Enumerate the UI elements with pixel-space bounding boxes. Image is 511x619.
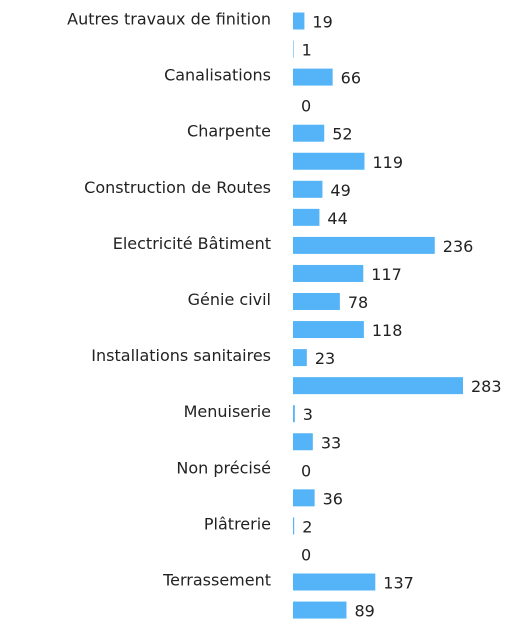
- value-label: 52: [332, 125, 352, 144]
- value-label: 23: [315, 349, 335, 368]
- value-label: 33: [321, 433, 341, 452]
- bar: [293, 377, 463, 395]
- bar: [293, 405, 295, 423]
- value-label: 0: [301, 97, 311, 116]
- value-label: 236: [443, 237, 474, 256]
- value-label: 3: [303, 405, 313, 424]
- value-label: 66: [341, 69, 361, 88]
- bar: [293, 208, 320, 226]
- category-label: Menuiserie: [184, 402, 271, 421]
- bar: [293, 236, 435, 254]
- category-label: Electricité Bâtiment: [113, 234, 271, 253]
- value-label: 0: [301, 461, 311, 480]
- value-label: 36: [323, 489, 343, 508]
- bar: [293, 40, 294, 58]
- category-label: Terrassement: [162, 571, 271, 590]
- bar: [293, 124, 325, 142]
- bar: [293, 349, 307, 367]
- value-label: 19: [312, 13, 332, 32]
- bar: [293, 321, 364, 339]
- bar: [293, 68, 333, 86]
- category-label: Non précisé: [176, 458, 271, 477]
- bar: [293, 517, 295, 535]
- category-label: Charpente: [187, 122, 271, 141]
- value-label: 283: [471, 377, 502, 396]
- category-label: Installations sanitaires: [91, 346, 271, 365]
- value-label: 89: [354, 602, 374, 619]
- value-label: 1: [302, 41, 312, 60]
- bar: [293, 12, 305, 30]
- bar: [293, 573, 376, 591]
- value-label: 49: [330, 181, 350, 200]
- value-label: 2: [302, 517, 312, 536]
- value-label: 117: [371, 265, 402, 284]
- bar: [293, 489, 315, 507]
- category-label: Autres travaux de finition: [67, 10, 271, 29]
- value-label: 0: [301, 545, 311, 564]
- value-label: 119: [372, 153, 403, 172]
- category-label: Plâtrerie: [204, 514, 271, 533]
- category-label: Construction de Routes: [84, 178, 271, 197]
- bar: [293, 293, 340, 310]
- bar: [293, 433, 313, 451]
- bar: [293, 601, 347, 619]
- value-label: 137: [383, 574, 414, 593]
- category-label: Génie civil: [188, 290, 271, 309]
- category-label: Canalisations: [164, 66, 271, 85]
- value-label: 118: [372, 321, 403, 340]
- value-label: 44: [327, 209, 347, 228]
- bar: [293, 180, 323, 198]
- value-label: 78: [348, 293, 368, 312]
- bar: [293, 152, 365, 170]
- bar: [293, 264, 364, 282]
